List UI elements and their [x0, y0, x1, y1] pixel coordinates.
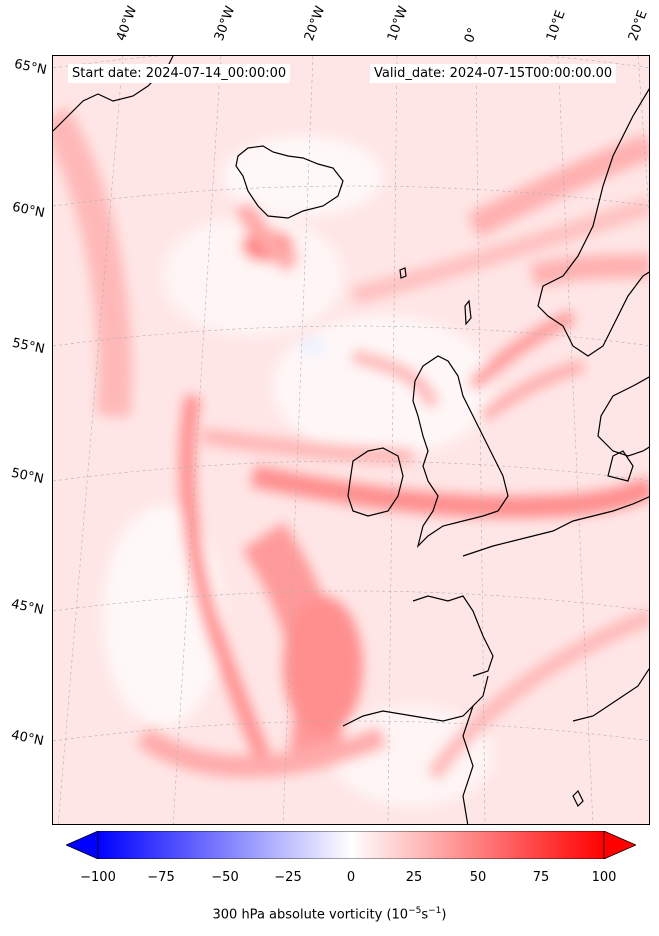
colorbar-tick: 75: [532, 870, 550, 885]
colorbar-label: 300 hPa absolute vorticity (10−5s−1): [212, 906, 447, 923]
lat-label-45n: 45°N: [9, 596, 45, 619]
lon-label-0: 0°: [461, 25, 482, 45]
colorbar-tick: 100: [591, 870, 617, 885]
colorbar-tick: −25: [274, 870, 302, 885]
lon-label-30w: 30°W: [211, 4, 239, 43]
lat-label-65n: 65°N: [12, 56, 48, 79]
colorbar: [66, 831, 636, 859]
valid-date-label: Valid_date: 2024-07-15T00:00:00.00: [370, 64, 617, 83]
lat-label-40n: 40°N: [9, 727, 45, 750]
lon-label-10w: 10°W: [384, 4, 412, 43]
colorbar-gradient: [97, 831, 605, 859]
colorbar-tick: −50: [211, 870, 239, 885]
colorbar-tick: −75: [147, 870, 175, 885]
colorbar-tick: 50: [469, 870, 487, 885]
map-panel[interactable]: [52, 55, 650, 825]
lon-label-10e: 10°E: [543, 8, 569, 44]
lon-label-20e: 20°E: [625, 8, 651, 44]
vorticity-field: [53, 56, 649, 824]
colorbar-tick: 0: [346, 870, 356, 885]
lat-label-50n: 50°N: [9, 465, 45, 488]
colorbar-tick: −100: [80, 870, 116, 885]
lon-label-40w: 40°W: [113, 4, 141, 43]
lat-label-60n: 60°N: [10, 199, 46, 222]
lat-label-55n: 55°N: [10, 335, 46, 358]
coastlines: [53, 56, 649, 824]
lon-label-20w: 20°W: [301, 4, 329, 43]
colorbar-max-extend: [603, 831, 636, 859]
colorbar-tick: 25: [405, 870, 423, 885]
vorticity-shading: [53, 106, 649, 806]
start-date-label: Start date: 2024-07-14_00:00:00: [68, 64, 291, 83]
colorbar-min-extend: [66, 831, 99, 859]
